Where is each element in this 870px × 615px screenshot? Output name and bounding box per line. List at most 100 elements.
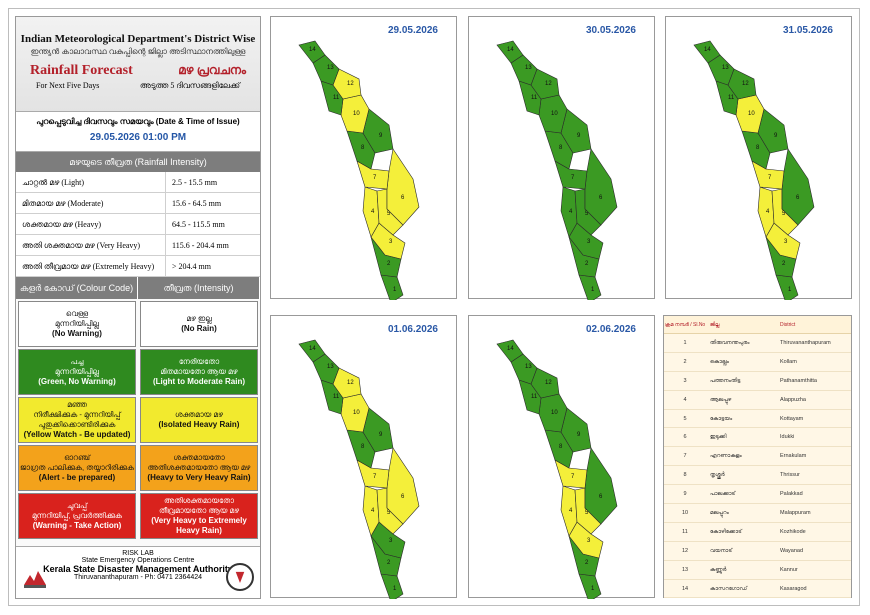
colour-code-table: വെള്ള മുന്നറിയിപ്പില്ല (No Warning) മഴ ഇല്… xyxy=(16,301,260,539)
district-shape-14 xyxy=(693,40,721,64)
district-row: 4 ആലപ്പുഴ Alappuzha xyxy=(664,391,851,410)
rainfall-forecast-title: Rainfall Forecast xyxy=(30,63,133,78)
district-number-7: 7 xyxy=(571,474,575,480)
intensity-ml: ശക്തമായ മഴ xyxy=(175,410,223,419)
district-number-5: 5 xyxy=(387,510,391,516)
district-row: 13 കണ്ണൂർ Kannur xyxy=(664,561,851,580)
intensity-range: 64.5 - 115.5 mm xyxy=(172,220,225,229)
header: Indian Meteorological Department's Distr… xyxy=(16,17,260,112)
intensity-row: മിതമായ മഴ (Moderate) 15.6 - 64.5 mm xyxy=(16,193,260,214)
district-number-11: 11 xyxy=(333,95,340,101)
district-number-3: 3 xyxy=(587,239,591,245)
district-name: Thiruvananthapuram xyxy=(780,340,831,346)
district-shape-1 xyxy=(578,274,602,300)
district-number-5: 5 xyxy=(585,211,589,217)
district-number-1: 1 xyxy=(393,287,397,293)
colour-code-cell: മഞ്ഞ നിരീക്ഷിക്കുക - മുന്നറിയിപ്പ് പുതുക… xyxy=(18,397,136,443)
colour-code-cell: ചുവപ്പ് മുന്നറിയിപ്പ്, പ്രവർത്തിക്കുക (Wa… xyxy=(18,493,136,539)
intensity-cell: ശക്തമായ മഴ (Isolated Heavy Rain) xyxy=(140,397,258,443)
district-slno: 8 xyxy=(683,472,687,479)
col-slno: ക്രമ നമ്പർ / Sl.No xyxy=(664,322,706,328)
header-title-ml: ഇന്ത്യൻ കാലാവസ്ഥ വകുപ്പിന്റെ ജില്ലാ അടിസ… xyxy=(30,47,246,56)
intensity-row: അതി ശക്തമായ മഴ (Very Heavy) 115.6 - 204.4… xyxy=(16,235,260,256)
district-number-3: 3 xyxy=(587,538,591,544)
intensity-row: ചാറ്റൽ മഴ (Light) 2.5 - 15.5 mm xyxy=(16,172,260,193)
district-shape-6 xyxy=(386,447,420,525)
colour-code-ml: ചുവപ്പ് മുന്നറിയിപ്പ്, പ്രവർത്തിക്കുക xyxy=(31,501,123,520)
district-name: Malappuram xyxy=(780,510,811,517)
district-name-ml: പത്തനംതിട്ട xyxy=(710,377,741,384)
district-name: Idukki xyxy=(780,434,795,441)
district-number-4: 4 xyxy=(371,508,375,514)
colour-code-row: വെള്ള മുന്നറിയിപ്പില്ല (No Warning) മഴ ഇല്… xyxy=(16,301,260,347)
rainfall-forecast-title-ml: മഴ പ്രവചനം xyxy=(178,63,246,77)
colour-code-cell: വെള്ള മുന്നറിയിപ്പില്ല (No Warning) xyxy=(18,301,136,347)
intensity-label: (Isolated Heavy Rain) xyxy=(158,420,240,429)
district-name: Kozhikode xyxy=(780,528,806,535)
district-shape-6 xyxy=(584,148,618,226)
district-number-11: 11 xyxy=(531,95,538,101)
district-number-13: 13 xyxy=(722,65,729,71)
district-shape-6 xyxy=(584,447,618,525)
intensity-label: ചാറ്റൽ മഴ (Light) xyxy=(16,172,166,192)
district-name: Thrissur xyxy=(780,472,800,479)
district-slno: 5 xyxy=(683,415,687,422)
district-slno: 12 xyxy=(681,547,689,554)
forecast-map: 1 2 3 4 5 6 7 8 9 10 11 12 13 14 30.05.2026 xyxy=(468,16,655,300)
district-number-14: 14 xyxy=(309,47,316,53)
intensity-range: > 204.4 mm xyxy=(172,262,211,271)
district-row: 6 ഇടുക്കി Idukki xyxy=(664,428,851,448)
district-number-4: 4 xyxy=(766,209,770,215)
district-number-5: 5 xyxy=(782,211,786,217)
district-name: Wayanad xyxy=(780,547,804,554)
district-shape-1 xyxy=(775,274,799,300)
district-number-5: 5 xyxy=(585,510,589,516)
district-table: ക്രമ നമ്പർ / Sl.No ജില്ല District 1 തിരുവ… xyxy=(663,315,852,599)
district-number-9: 9 xyxy=(379,133,383,139)
district-name-ml: എറണാകുളം xyxy=(710,453,742,460)
colour-code-header: കളർ കോഡ് (Colour Code) തീവ്രത (Intensity… xyxy=(16,277,260,299)
district-name-ml: വയനാട് xyxy=(710,547,733,554)
forecast-map: 1 2 3 4 5 6 7 8 9 10 11 12 13 14 01.06.2026 xyxy=(270,315,457,599)
colour-code-row: മഞ്ഞ നിരീക്ഷിക്കുക - മുന്നറിയിപ്പ് പുതുക… xyxy=(16,397,260,443)
intensity-cell: ശക്തമായതോ അതിശക്തമായതോ ആയ മഴ (Heavy to Ve… xyxy=(140,445,258,491)
district-number-1: 1 xyxy=(393,586,397,592)
forecast-map: 1 2 3 4 5 6 7 8 9 10 11 12 13 14 02.06.2026 xyxy=(468,315,655,599)
district-slno: 2 xyxy=(683,358,687,365)
district-number-11: 11 xyxy=(531,394,538,400)
colour-code-ml: മഞ്ഞ നിരീക്ഷിക്കുക - മുന്നറിയിപ്പ് പുതുക… xyxy=(33,400,121,429)
district-slno: 13 xyxy=(681,566,689,573)
colour-code-ml: ഓറഞ്ച് ജാഗ്രത പാലിക്കുക, തയ്യാറിരിക്കുക xyxy=(19,453,135,472)
district-slno: 3 xyxy=(683,377,687,384)
district-name-ml: ആലപ്പുഴ xyxy=(710,396,732,403)
intensity-label: അതി ശക്തമായ മഴ (Very Heavy) xyxy=(16,235,166,255)
intensity-label: (Very Heavy to Extremely Heavy Rain) xyxy=(151,516,247,535)
district-name-ml: കോട്ടയം xyxy=(710,415,733,422)
ksdma-logo-icon xyxy=(24,571,46,588)
district-number-9: 9 xyxy=(774,133,778,139)
district-row: 1 തിരുവനന്തപുരം Thiruvananthapuram xyxy=(664,334,851,353)
district-shape-4 xyxy=(362,485,380,537)
district-name-ml: തിരുവനന്തപുരം xyxy=(710,340,750,346)
colour-code-label: (No Warning) xyxy=(52,329,102,338)
district-number-1: 1 xyxy=(591,287,595,293)
district-row: 12 വയനാട് Wayanad xyxy=(664,542,851,561)
district-name-ml: പാലക്കാട് xyxy=(710,491,736,498)
district-number-12: 12 xyxy=(347,81,354,87)
district-number-4: 4 xyxy=(569,209,573,215)
district-row: 7 എറണാകുളം Ernakulam xyxy=(664,447,851,467)
district-name: Pathanamthitta xyxy=(780,377,817,384)
next-five-days: For Next Five Days xyxy=(36,81,100,90)
district-name-ml: കണ്ണൂർ xyxy=(710,566,727,573)
district-shape-4 xyxy=(757,186,775,238)
district-number-13: 13 xyxy=(525,364,532,370)
forecast-map: 1 2 3 4 5 6 7 8 9 10 11 12 13 14 29.05.2026 xyxy=(270,16,457,300)
colour-code-row: ചുവപ്പ് മുന്നറിയിപ്പ്, പ്രവർത്തിക്കുക (Wa… xyxy=(16,493,260,539)
district-name-ml: കൊല്ലം xyxy=(710,358,729,365)
district-row: 2 കൊല്ലം Kollam xyxy=(664,353,851,372)
district-number-9: 9 xyxy=(577,133,581,139)
district-number-6: 6 xyxy=(599,195,603,201)
